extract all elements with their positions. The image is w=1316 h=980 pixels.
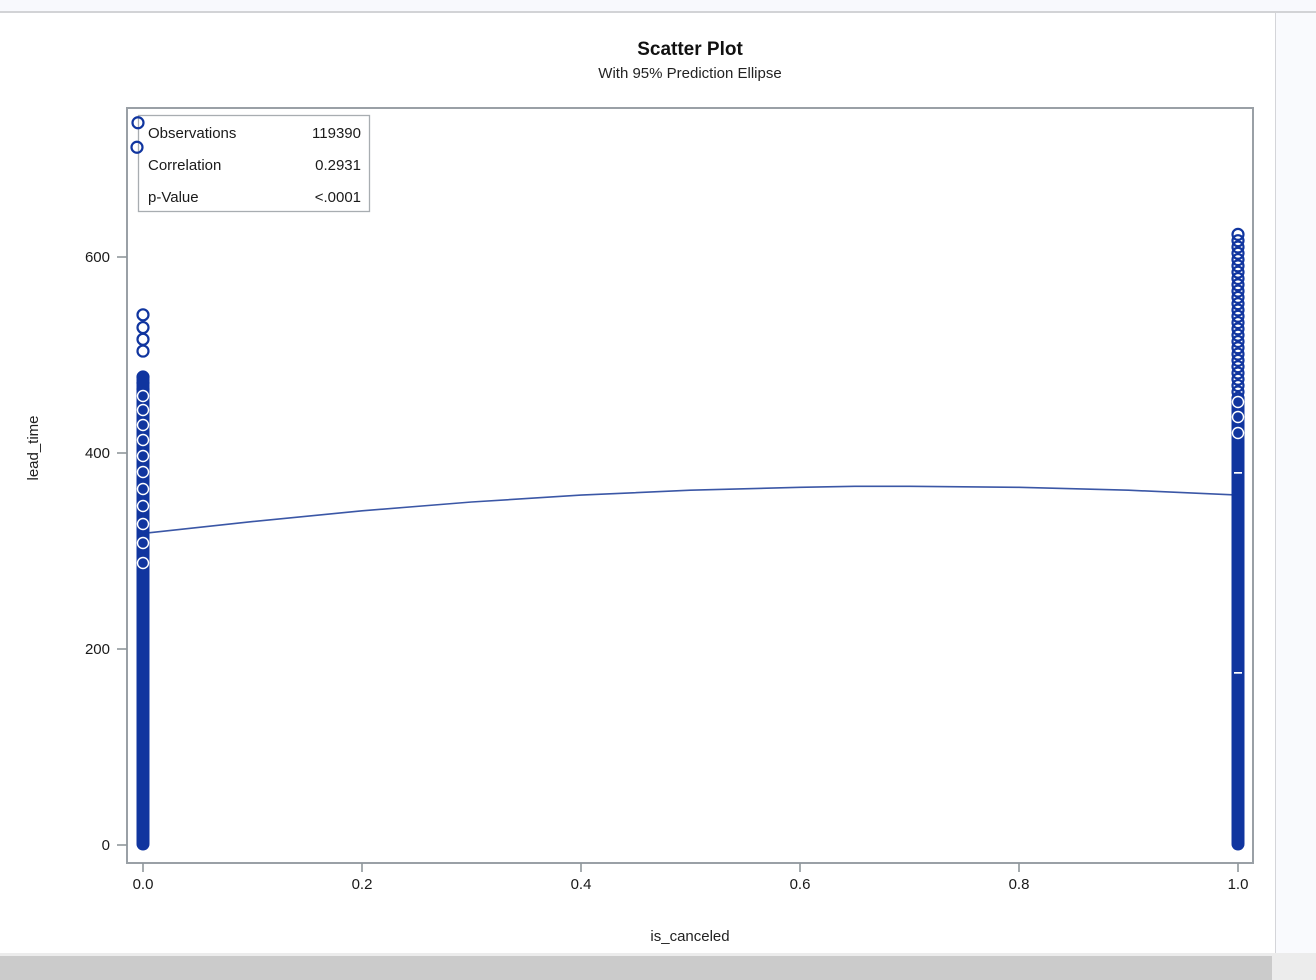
marker-gap bbox=[1234, 472, 1242, 474]
scatter-marker bbox=[1231, 259, 1245, 273]
stats-value-pvalue: <.0001 bbox=[315, 189, 361, 206]
marker-gap bbox=[136, 403, 150, 417]
stats-value-correlation: 0.2931 bbox=[315, 157, 361, 174]
scatter-marker bbox=[1231, 297, 1245, 311]
scatter-marker bbox=[1231, 353, 1245, 367]
dense-point-column-1 bbox=[1231, 393, 1245, 851]
scatter-marker bbox=[1231, 278, 1245, 292]
y-tick-label: 600 bbox=[85, 249, 110, 266]
scatter-marker bbox=[136, 308, 150, 322]
scatter-marker bbox=[136, 344, 150, 358]
scatter-marker bbox=[1231, 360, 1245, 374]
scatter-marker bbox=[1231, 366, 1245, 380]
x-tick-label: 1.0 bbox=[1228, 876, 1249, 893]
stats-rows: Observations 119390 Correlation 0.2931 p… bbox=[148, 125, 361, 206]
x-axis-label: is_canceled bbox=[650, 928, 729, 945]
marker-gap bbox=[136, 389, 150, 403]
scatter-marker bbox=[1231, 290, 1245, 304]
x-tick-label: 0.4 bbox=[571, 876, 592, 893]
bottom-separator bbox=[0, 953, 1316, 956]
marker-gap bbox=[1231, 426, 1245, 440]
scatter-marker bbox=[1231, 334, 1245, 349]
scatter-point-columns bbox=[136, 227, 1245, 851]
marker-gap bbox=[136, 482, 150, 496]
scatter-marker bbox=[1231, 378, 1245, 393]
marker-gap bbox=[136, 465, 150, 479]
scatter-marker bbox=[1231, 246, 1245, 260]
marker-gap bbox=[136, 556, 150, 570]
scatter-marker bbox=[1231, 315, 1245, 330]
results-top-band bbox=[0, 0, 1316, 11]
y-axis: 0 200 400 600 bbox=[85, 249, 127, 854]
dense-point-column-0 bbox=[136, 371, 150, 851]
high-outlier-markers bbox=[130, 116, 145, 154]
x-tick-label: 0.8 bbox=[1009, 876, 1030, 893]
scatter-marker bbox=[1231, 309, 1245, 323]
scatter-marker bbox=[136, 332, 150, 346]
scatter-marker bbox=[1231, 372, 1245, 386]
scatter-marker bbox=[1231, 271, 1245, 286]
stats-label-observations: Observations bbox=[148, 125, 236, 142]
scatter-marker bbox=[1231, 227, 1245, 241]
scatter-marker bbox=[1231, 240, 1245, 254]
scatter-marker bbox=[131, 116, 145, 130]
y-tick-label: 200 bbox=[85, 641, 110, 658]
marker-gap bbox=[136, 517, 150, 531]
stats-value-observations: 119390 bbox=[312, 125, 361, 142]
marker-gap bbox=[136, 536, 150, 550]
scatter-marker bbox=[1231, 252, 1245, 267]
marker-gap bbox=[1234, 672, 1242, 674]
x-tick-label: 0.0 bbox=[133, 876, 154, 893]
marker-gap bbox=[1231, 410, 1245, 424]
marker-gap bbox=[1231, 395, 1245, 409]
scatter-marker bbox=[1231, 347, 1245, 361]
chart-title: Scatter Plot bbox=[637, 39, 743, 60]
scatter-marker bbox=[130, 140, 144, 154]
scatter-marker bbox=[1231, 341, 1245, 355]
results-right-strip bbox=[1276, 13, 1316, 953]
scatter-marker bbox=[1231, 265, 1245, 279]
x-axis: 0.0 0.2 0.4 0.6 0.8 1.0 bbox=[133, 863, 1249, 893]
scatter-marker bbox=[1231, 234, 1245, 248]
y-axis-label: lead_time bbox=[25, 415, 42, 480]
marker-gap bbox=[136, 433, 150, 447]
scatter-marker bbox=[1231, 328, 1245, 342]
scatter-marker bbox=[1231, 284, 1245, 298]
scatter-marker bbox=[1231, 322, 1245, 336]
scatter-marker bbox=[1231, 303, 1245, 317]
stats-label-correlation: Correlation bbox=[148, 157, 221, 174]
y-tick-label: 0 bbox=[102, 837, 110, 854]
prediction-ellipse-arc bbox=[142, 485, 1239, 535]
results-divider bbox=[0, 11, 1316, 13]
plot-frame bbox=[126, 107, 1254, 864]
chart-subtitle: With 95% Prediction Ellipse bbox=[598, 65, 781, 82]
stats-label-pvalue: p-Value bbox=[148, 189, 199, 206]
x-tick-label: 0.6 bbox=[790, 876, 811, 893]
y-tick-label: 400 bbox=[85, 445, 110, 462]
scatter-marker bbox=[136, 320, 150, 335]
marker-gap bbox=[136, 449, 150, 463]
canvas-right-edge bbox=[1275, 13, 1276, 953]
horizontal-scrollbar-thumb[interactable] bbox=[0, 956, 1272, 980]
x-tick-label: 0.2 bbox=[352, 876, 373, 893]
stats-box bbox=[137, 114, 371, 213]
marker-gap bbox=[136, 499, 150, 513]
marker-gap bbox=[136, 418, 150, 432]
